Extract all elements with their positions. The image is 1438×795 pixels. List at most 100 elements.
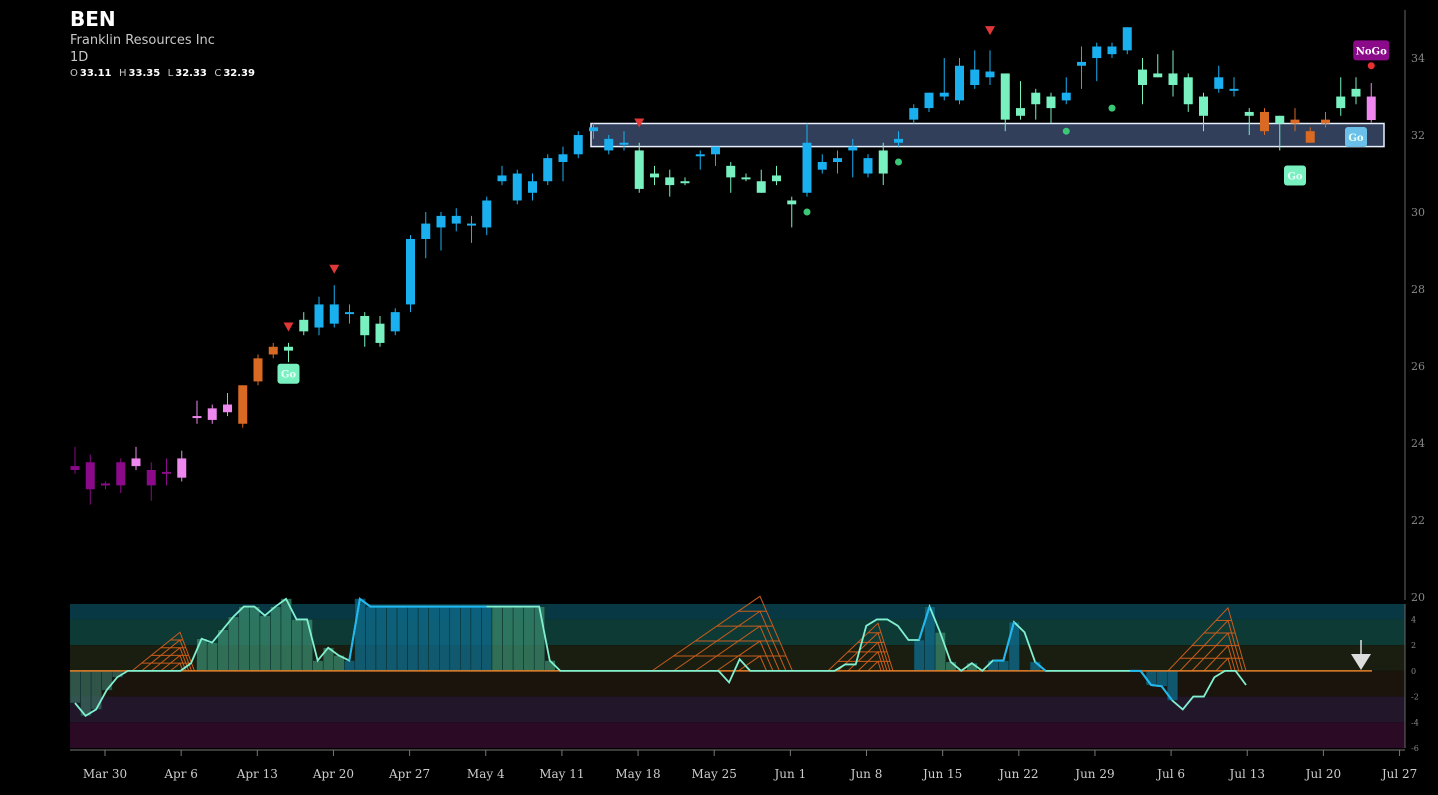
candle-body: [1244, 111, 1254, 116]
candle-body: [772, 175, 781, 182]
candle: [1321, 111, 1330, 128]
oscillator-tick-label: -2: [1411, 693, 1419, 702]
candle: [726, 161, 736, 193]
candle-body: [1046, 96, 1056, 109]
candle: [817, 154, 827, 174]
candle-body: [665, 177, 675, 186]
signal-dot: [895, 158, 902, 166]
signal-dot: [803, 208, 811, 216]
mesh-line: [651, 595, 793, 672]
candle: [1199, 92, 1208, 132]
price-tick-label: 20: [1411, 591, 1425, 604]
oscillator-bar: [987, 660, 999, 672]
candle: [711, 146, 720, 166]
candle: [894, 131, 903, 147]
signal-dot: [1367, 62, 1375, 70]
support-band-layer: [590, 122, 1385, 148]
badge-box: [1345, 126, 1367, 147]
candle-body: [101, 483, 110, 486]
candle: [512, 169, 522, 205]
oscillator-bar: [80, 670, 92, 717]
date-tick-label: May 4: [467, 767, 505, 781]
candle: [1275, 115, 1285, 151]
candle: [665, 169, 675, 197]
candle: [1260, 108, 1269, 136]
date-tick-label: May 25: [692, 767, 737, 781]
candle: [116, 458, 126, 494]
candle-body: [741, 177, 751, 180]
candle: [1290, 108, 1300, 132]
date-tick-label: Jun 29: [1073, 767, 1114, 781]
candle: [1122, 27, 1132, 55]
candle-body: [1275, 115, 1285, 124]
company-name: Franklin Resources Inc: [70, 33, 215, 48]
oscillator-bar: [1156, 670, 1168, 687]
oscillator-bar: [196, 638, 208, 672]
candle: [421, 212, 431, 259]
candle: [1366, 83, 1376, 123]
candle-body: [1351, 88, 1361, 97]
candle: [436, 212, 446, 251]
candle-body: [421, 223, 431, 239]
candle: [833, 150, 842, 174]
candle: [1046, 92, 1056, 124]
candle-body: [1122, 27, 1132, 51]
oscillator-tick-label: -6: [1411, 744, 1419, 753]
candle-body: [589, 127, 598, 132]
candle: [1016, 81, 1025, 120]
candle: [802, 123, 812, 197]
high-label: H: [119, 68, 127, 79]
open-value: 33.11: [79, 68, 112, 79]
oscillator-bar: [523, 606, 535, 672]
candle: [146, 462, 156, 501]
candle: [1351, 77, 1361, 105]
oscillator-bar: [512, 606, 524, 672]
candle: [604, 135, 614, 155]
candle: [253, 354, 263, 386]
oscillator-tick-label: 0: [1411, 667, 1416, 676]
sell-signal-triangle: [329, 264, 340, 274]
ticker-symbol: BEN: [70, 7, 116, 31]
date-tick-label: Jun 1: [772, 767, 806, 781]
oscillator-bar: [934, 632, 946, 672]
candle: [787, 196, 797, 228]
candle-body: [695, 154, 705, 157]
candle-body: [390, 312, 400, 332]
date-tick-label: Jul 6: [1155, 767, 1185, 781]
candle-body: [1260, 111, 1269, 132]
oscillator-bar: [460, 606, 472, 672]
candle-body: [650, 173, 659, 178]
candle: [970, 50, 980, 89]
badge-label: Go: [1348, 133, 1364, 144]
date-tick-label: Apr 20: [312, 767, 354, 781]
oscillator-bar: [533, 606, 546, 672]
candle: [1214, 65, 1224, 93]
candle-body: [1214, 77, 1224, 89]
candle-body: [848, 146, 858, 151]
candle-body: [909, 108, 919, 120]
signal-badge: NoGo: [1353, 40, 1390, 61]
oscillator-bar: [206, 642, 218, 672]
oscillator-bar: [375, 606, 387, 672]
candle: [131, 446, 141, 470]
sell-signal-triangle: [634, 118, 645, 128]
candle-body: [1183, 77, 1193, 105]
candle-body: [451, 215, 461, 224]
candle-body: [1366, 96, 1376, 121]
oscillator-bar: [270, 606, 282, 672]
candle: [70, 446, 80, 474]
candle: [680, 177, 690, 186]
candle-body: [985, 71, 995, 78]
candle: [482, 196, 492, 236]
oscillator-bar: [1008, 621, 1020, 672]
candle-body: [1077, 61, 1086, 66]
date-tick-label: Jun 22: [997, 767, 1038, 781]
candle-body: [634, 150, 644, 189]
oscillator-zone: [70, 722, 1405, 748]
sell-signal-triangle: [283, 322, 294, 332]
price-tick-label: 34: [1411, 52, 1425, 65]
candle-body: [558, 154, 568, 162]
candle-body: [711, 146, 720, 155]
candle: [314, 296, 324, 336]
